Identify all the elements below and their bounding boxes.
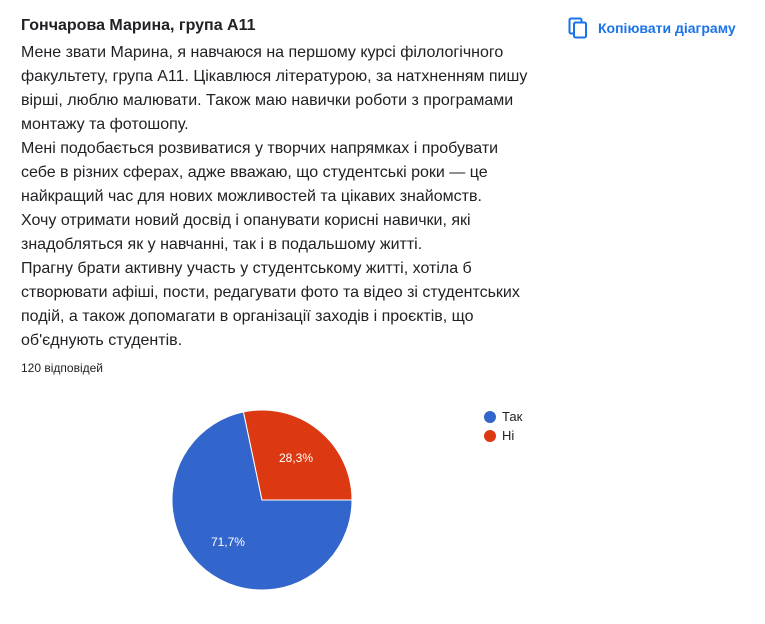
legend-label: Ні [502, 428, 514, 443]
chart-legend: Так Ні [484, 409, 523, 443]
description-line: Прагну брати активну участь у студентськ… [21, 260, 472, 277]
description-line: об'єднують студентів. [21, 332, 183, 349]
pie-slices [171, 409, 353, 591]
legend-label: Так [502, 409, 523, 424]
description-line: створювати афіші, пости, редагувати фото… [21, 284, 520, 301]
description-line: Мені подобається розвиватися у творчих н… [21, 140, 499, 157]
response-count: 120 відповідей [21, 361, 103, 375]
pie-slice-yes [171, 411, 353, 591]
pie-slice-label: 28,3% [279, 451, 313, 465]
pie-chart: 71,7% 28,3% Так Ні [171, 409, 523, 591]
pie-slice-labels: 71,7% 28,3% [211, 451, 313, 549]
description-line: знадобляться як у навчанні, так і в пода… [21, 236, 423, 253]
description-line: монтажу та фотошопу. [21, 116, 189, 133]
question-description: Мене звати Марина, я навчаюся на першому… [21, 41, 561, 353]
pie-slice-no [242, 409, 353, 501]
description-line: факультету, група А11. Цікавлюся літерат… [21, 68, 528, 85]
legend-marker [484, 411, 496, 423]
description-line: Хочу отримати новий досвід і опанувати к… [21, 212, 471, 229]
description-line: вірші, люблю малювати. Також маю навички… [21, 92, 514, 109]
legend-marker [484, 430, 496, 442]
copy-chart-button[interactable]: Копіювати діаграму [568, 14, 736, 42]
description-line: себе в різних сферах, адже вважаю, що ст… [21, 164, 488, 181]
question-title: Гончарова Марина, група А11 [21, 17, 256, 34]
description-line: подій, а також допомагати в організації … [21, 308, 474, 325]
copy-chart-label: Копіювати діаграму [598, 20, 736, 36]
description-line: Мене звати Марина, я навчаюся на першому… [21, 44, 504, 61]
pie-slice-label: 71,7% [211, 535, 245, 549]
copy-icon [568, 17, 587, 39]
description-line: найкращий час для нових можливостей та ц… [21, 188, 482, 205]
